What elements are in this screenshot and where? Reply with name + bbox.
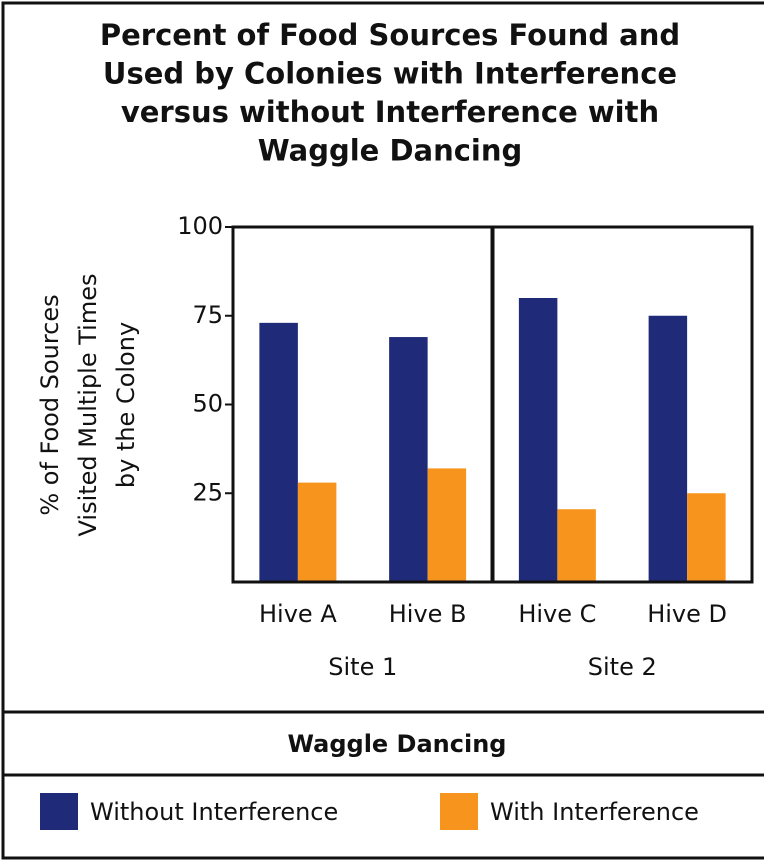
- plot-frame: [231, 225, 754, 584]
- legend-swatch: [40, 793, 78, 830]
- group-label: Site 2: [588, 653, 657, 681]
- bar: [297, 482, 337, 582]
- chart-title: Percent of Food Sources Found and: [100, 18, 680, 52]
- group-label: Site 1: [328, 653, 397, 681]
- y-axis-label: Visited Multiple Times: [74, 274, 102, 537]
- y-tick-label: 100: [177, 212, 223, 240]
- x-tick-label: Hive C: [518, 600, 596, 628]
- legend-box: [1, 710, 764, 860]
- legend-swatch: [440, 793, 478, 830]
- legend-label: Without Interference: [90, 798, 338, 826]
- chart-title: versus without Interference with: [121, 95, 659, 129]
- y-tick-label: 75: [192, 301, 223, 329]
- bar: [389, 337, 428, 582]
- x-tick-label: Hive B: [389, 600, 467, 628]
- bar: [687, 493, 726, 582]
- y-tick-label: 50: [192, 390, 223, 418]
- chart-title: Waggle Dancing: [258, 134, 523, 168]
- y-axis-label: by the Colony: [112, 322, 140, 488]
- bar: [427, 468, 467, 582]
- bar: [557, 509, 596, 582]
- bar: [648, 315, 688, 582]
- legend-title: Waggle Dancing: [288, 730, 507, 758]
- chart-title: Used by Colonies with Interference: [103, 57, 677, 91]
- y-axis-label: % of Food Sources: [36, 294, 64, 515]
- legend-label: With Interference: [490, 798, 699, 826]
- x-tick-label: Hive A: [259, 600, 337, 628]
- bar: [259, 322, 298, 582]
- y-tick-label: 25: [192, 478, 223, 506]
- x-tick-label: Hive D: [647, 600, 727, 628]
- bar: [518, 298, 558, 582]
